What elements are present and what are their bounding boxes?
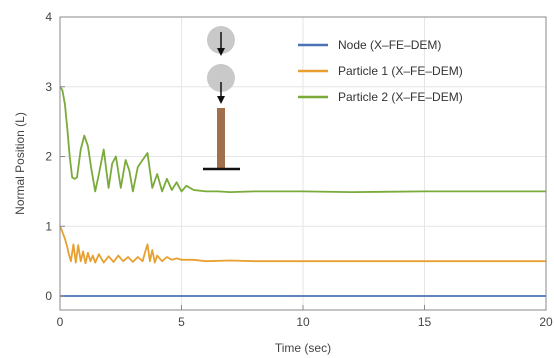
y-tick-label: 1 — [45, 219, 52, 233]
particle-1-arrowhead-icon — [217, 96, 225, 104]
y-tick-label: 0 — [45, 289, 52, 303]
series-line-3 — [59, 86, 546, 193]
ticks: 0 5 10 15 20 0 1 2 3 4 — [45, 10, 553, 329]
x-tick-label: 20 — [539, 315, 553, 329]
x-tick-label: 15 — [418, 315, 432, 329]
legend-label-2: Particle 1 (X–FE–DEM) — [338, 64, 463, 78]
particle-rod-diagram — [203, 26, 240, 171]
legend-label-1: Node (X–FE–DEM) — [338, 38, 441, 52]
x-tick-label: 0 — [57, 315, 64, 329]
legend-label-3: Particle 2 (X–FE–DEM) — [338, 90, 463, 104]
y-tick-label: 2 — [45, 150, 52, 164]
particle-2-arrowhead-icon — [217, 48, 225, 56]
x-axis-label: Time (sec) — [275, 341, 331, 355]
y-axis-label: Normal Position (L) — [13, 112, 27, 215]
x-tick-label: 5 — [178, 315, 185, 329]
legend: Node (X–FE–DEM) Particle 1 (X–FE–DEM) Part… — [298, 38, 463, 104]
series-layer — [59, 86, 546, 297]
grid — [59, 16, 547, 310]
series-line-2 — [59, 225, 546, 265]
x-tick-label: 10 — [296, 315, 310, 329]
y-tick-label: 3 — [45, 80, 52, 94]
rod-icon — [217, 108, 225, 168]
y-tick-label: 4 — [45, 10, 52, 24]
particle-1-icon — [207, 64, 235, 92]
